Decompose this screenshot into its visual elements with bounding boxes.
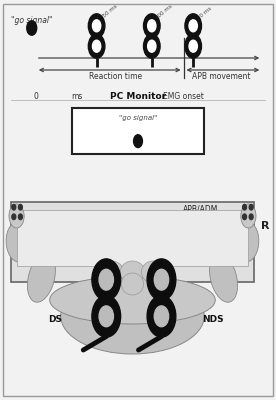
Circle shape xyxy=(154,306,169,327)
Circle shape xyxy=(144,14,160,38)
Text: 50 ms: 50 ms xyxy=(196,6,212,21)
Circle shape xyxy=(185,14,201,38)
Circle shape xyxy=(148,40,156,52)
Circle shape xyxy=(12,204,16,210)
Ellipse shape xyxy=(209,254,238,302)
Circle shape xyxy=(88,34,105,58)
Circle shape xyxy=(249,214,253,220)
Circle shape xyxy=(92,40,101,52)
Ellipse shape xyxy=(235,222,259,262)
Text: R: R xyxy=(261,221,269,231)
Circle shape xyxy=(148,20,156,32)
Circle shape xyxy=(134,135,142,148)
Circle shape xyxy=(189,20,197,32)
Circle shape xyxy=(144,34,160,58)
Text: 150 ms: 150 ms xyxy=(99,4,118,21)
Text: NDS: NDS xyxy=(202,316,223,324)
Bar xyxy=(11,202,254,282)
Text: Reaction time: Reaction time xyxy=(89,72,142,81)
Ellipse shape xyxy=(27,254,55,302)
Circle shape xyxy=(27,21,37,35)
Bar xyxy=(17,210,248,266)
Circle shape xyxy=(99,269,113,290)
Text: ms: ms xyxy=(71,92,83,101)
Text: PC Monitor: PC Monitor xyxy=(110,92,166,101)
Ellipse shape xyxy=(6,222,30,262)
Circle shape xyxy=(92,259,121,300)
Text: APB movement: APB movement xyxy=(192,72,250,81)
Ellipse shape xyxy=(9,204,24,228)
Circle shape xyxy=(88,14,105,38)
Ellipse shape xyxy=(141,261,165,283)
Ellipse shape xyxy=(50,276,215,324)
Ellipse shape xyxy=(121,273,144,295)
Text: DS: DS xyxy=(48,316,62,324)
Circle shape xyxy=(99,306,113,327)
Circle shape xyxy=(12,214,16,220)
Circle shape xyxy=(147,296,176,337)
Circle shape xyxy=(154,269,169,290)
Circle shape xyxy=(92,296,121,337)
Ellipse shape xyxy=(100,261,123,283)
Circle shape xyxy=(18,204,22,210)
Circle shape xyxy=(249,204,253,210)
Circle shape xyxy=(185,34,201,58)
Circle shape xyxy=(189,40,197,52)
Text: EMG onset: EMG onset xyxy=(163,92,204,101)
Bar xyxy=(72,108,204,154)
Text: 0: 0 xyxy=(33,92,38,101)
Text: APB/ADM: APB/ADM xyxy=(183,204,218,213)
Circle shape xyxy=(243,214,246,220)
Circle shape xyxy=(243,204,246,210)
Text: "go signal": "go signal" xyxy=(119,115,157,121)
Text: 100 ms: 100 ms xyxy=(155,4,174,21)
Ellipse shape xyxy=(241,204,256,228)
Ellipse shape xyxy=(120,261,145,283)
Text: "go signal": "go signal" xyxy=(11,16,52,25)
Circle shape xyxy=(18,214,22,220)
Circle shape xyxy=(147,259,176,300)
Circle shape xyxy=(92,20,101,32)
Ellipse shape xyxy=(61,278,204,354)
